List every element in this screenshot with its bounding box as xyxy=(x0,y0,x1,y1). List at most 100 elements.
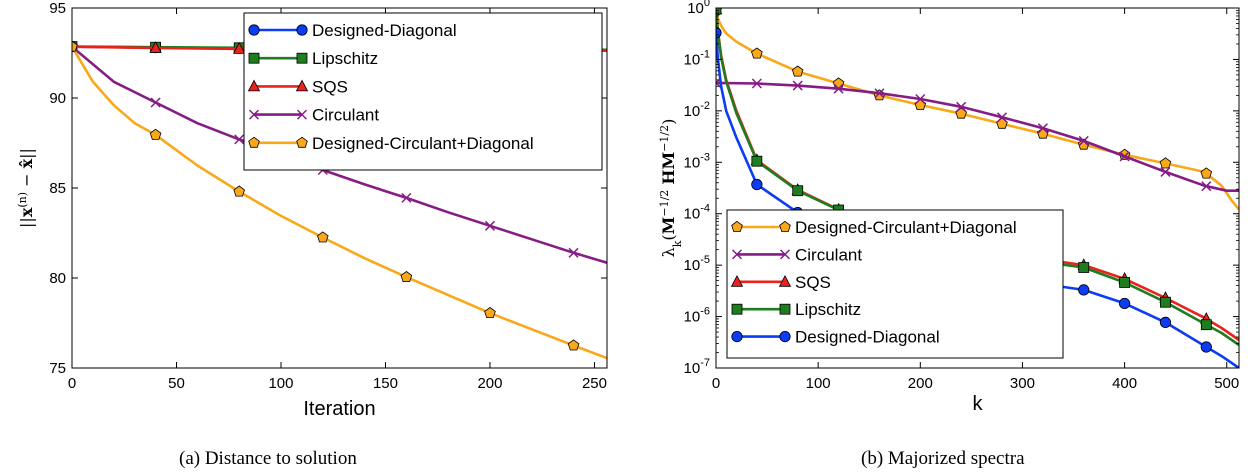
data-point-designed-circulant-diagonal xyxy=(996,117,1008,129)
data-point-circulant xyxy=(401,192,412,203)
chart-b: 0 100 200 300 400 500 10-7 10-6 10-5 10-4 10-3 10-2… xyxy=(658,0,1240,469)
legend-item-circulant: Circulant xyxy=(248,106,379,125)
y-tick-label: 10-4 xyxy=(684,203,710,223)
legend-marker xyxy=(248,109,260,120)
chart-b-frame xyxy=(715,7,1240,369)
y-tick-label: 90 xyxy=(49,90,66,107)
legend-label: Designed-Circulant+Diagonal xyxy=(795,218,1017,237)
legend-marker xyxy=(248,24,260,36)
legend-marker xyxy=(248,136,260,148)
data-point-circulant xyxy=(150,97,161,108)
legend-marker xyxy=(779,220,791,232)
y-tick-label: 100 xyxy=(687,0,710,17)
series-line-circulant xyxy=(72,45,607,264)
legend-label: SQS xyxy=(312,77,348,96)
data-point-circulant xyxy=(234,134,245,145)
legend-item-lipschitz: Lipschitz xyxy=(731,300,861,319)
data-point-designed-circulant-diagonal xyxy=(72,40,78,52)
legend-marker xyxy=(295,79,309,92)
data-point-circulant xyxy=(1078,135,1089,146)
legend-item-designed-diagonal: Designed-Diagonal xyxy=(248,21,457,40)
data-point-designed-circulant-diagonal xyxy=(400,271,413,283)
legend-marker xyxy=(296,24,308,36)
chart-b-caption: (b) Majorized spectra xyxy=(861,448,1025,469)
data-point-designed-circulant-diagonal xyxy=(484,307,496,319)
data-point-designed-diagonal xyxy=(1159,316,1172,329)
series-line-circulant xyxy=(716,81,1239,192)
data-point-circulant xyxy=(833,83,844,94)
data-point-designed-circulant-diagonal xyxy=(751,47,763,59)
data-point-lipschitz xyxy=(751,155,763,167)
legend-label: Designed-Diagonal xyxy=(795,328,940,347)
series-circulant xyxy=(716,77,1239,192)
chart-a-axes: 0 50 100 150 200 250 75 80 85 90 95 xyxy=(49,0,607,392)
legend-marker xyxy=(730,274,744,287)
legend-label: SQS xyxy=(795,273,831,292)
legend-item-circulant: Circulant xyxy=(731,245,862,264)
legend-item-designed-circulant-diagonal: Designed-Circulant+Diagonal xyxy=(248,134,534,153)
x-tick-label: 0 xyxy=(68,375,76,392)
legend-label: Circulant xyxy=(795,245,862,264)
x-tick-label: 300 xyxy=(1010,375,1035,392)
data-point-designed-circulant-diagonal xyxy=(233,185,245,197)
data-point-circulant xyxy=(751,78,762,89)
data-point-designed-diagonal xyxy=(716,27,722,39)
legend-marker xyxy=(731,249,743,260)
x-tick-label: 500 xyxy=(1214,375,1239,392)
x-tick-label: 50 xyxy=(168,375,185,392)
data-point-lipschitz xyxy=(1119,277,1130,288)
legend-label: Lipschitz xyxy=(795,300,861,319)
data-point-circulant xyxy=(1201,181,1212,192)
x-tick-label: 100 xyxy=(268,375,293,392)
data-point-designed-diagonal xyxy=(1078,284,1090,296)
data-point-designed-circulant-diagonal xyxy=(1200,167,1213,179)
data-point-circulant xyxy=(1160,166,1171,177)
chart-a-xlabel: Iteration xyxy=(303,398,375,420)
data-point-sqs xyxy=(149,41,162,53)
legend-marker xyxy=(731,330,743,343)
data-point-circulant xyxy=(996,112,1008,123)
y-tick-label: 95 xyxy=(49,0,66,17)
legend-marker xyxy=(248,52,260,64)
y-tick-label: 10-3 xyxy=(684,151,710,171)
chart-a-legend: Designed-Diagonal Lipschitz SQS Circulant De… xyxy=(243,12,603,171)
legend-marker xyxy=(778,274,792,287)
x-tick-label: 100 xyxy=(806,375,831,392)
data-point-circulant xyxy=(568,247,579,258)
y-tick-label: 10-2 xyxy=(684,100,710,120)
x-tick-label: 400 xyxy=(1112,375,1137,392)
y-tick-label: 75 xyxy=(49,360,66,377)
legend-label: Lipschitz xyxy=(312,49,378,68)
data-point-designed-circulant-diagonal xyxy=(832,77,845,89)
legend-marker xyxy=(296,52,308,64)
data-point-designed-diagonal xyxy=(1200,341,1212,353)
series-line-designed-circulant-diagonal xyxy=(72,46,607,360)
data-point-circulant xyxy=(915,93,926,105)
data-point-lipschitz xyxy=(716,8,722,15)
y-tick-label: 10-1 xyxy=(684,48,710,68)
y-tick-label: 80 xyxy=(49,270,66,287)
data-point-lipschitz xyxy=(1160,296,1171,308)
legend-item-sqs: SQS xyxy=(730,273,831,292)
data-point-lipschitz xyxy=(792,185,804,197)
x-tick-label: 250 xyxy=(582,375,607,392)
data-point-circulant xyxy=(874,88,885,99)
y-tick-label: 10-5 xyxy=(684,254,710,274)
data-point-designed-diagonal xyxy=(1118,297,1131,310)
legend-marker xyxy=(296,109,308,120)
legend-item-lipschitz: Lipschitz xyxy=(248,49,378,68)
legend-marker xyxy=(731,303,743,315)
series-designed-circulant-diagonal xyxy=(72,40,607,360)
legend-label: Designed-Circulant+Diagonal xyxy=(312,134,534,153)
chart-a-caption: (a) Distance to solution xyxy=(179,448,357,469)
x-tick-label: 0 xyxy=(712,375,720,392)
data-point-lipschitz xyxy=(1200,319,1212,331)
chart-b-xlabel: k xyxy=(973,393,984,415)
y-tick-label: 10-7 xyxy=(684,357,710,377)
data-point-designed-circulant-diagonal xyxy=(955,107,967,119)
data-point-sqs xyxy=(233,41,246,54)
data-point-designed-circulant-diagonal xyxy=(149,128,162,140)
series-designed-circulant-diagonal xyxy=(716,8,1239,211)
data-point-circulant xyxy=(956,101,967,112)
legend-label: Circulant xyxy=(312,106,379,125)
